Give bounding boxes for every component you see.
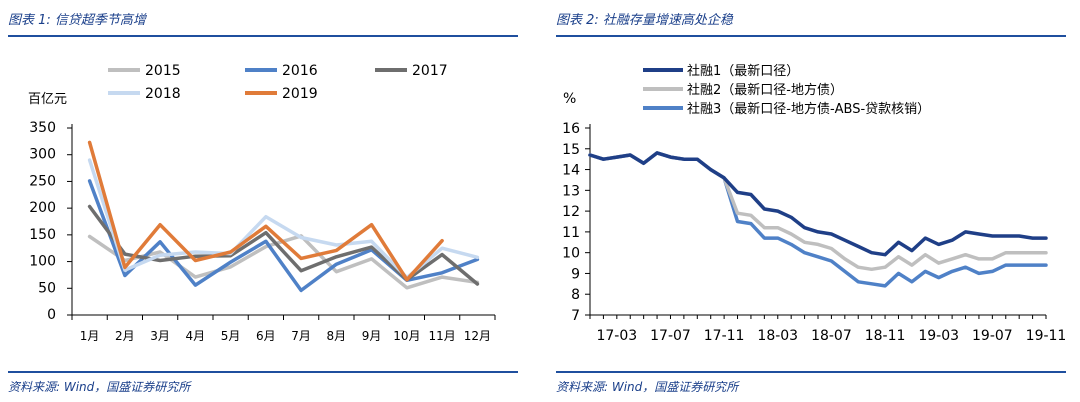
y-tick-label: 0 [47,307,56,323]
source-note: 资料来源: Wind，国盛证券研究所 [8,380,191,394]
x-tick-label: 19-03 [918,328,959,344]
legend-label-社融2（最新口径-地方债）: 社融2（最新口径-地方债） [687,82,843,98]
y-tick-label: 200 [29,200,56,216]
x-tick-label: 9月 [362,329,382,343]
y-tick-label: 14 [562,163,580,179]
y-tick-label: 12 [562,204,580,220]
y-tick-label: 11 [562,225,580,241]
y-tick-label: 10 [562,246,580,262]
series-line-2019 [87,140,444,282]
x-tick-label: 1月 [80,329,100,343]
title-rule [8,35,518,37]
x-tick-label: 3月 [150,329,170,343]
chart-title: 图表 1: 信贷超季节高增 [8,13,146,28]
y-tick-label: 8 [571,287,580,303]
y-tick-label: 350 [29,120,56,136]
legend-label-2016: 2016 [282,63,318,79]
series-line-社融3（最新口径-地方债-ABS-贷款核销） [588,151,1048,288]
y-tick-label: 13 [562,183,580,199]
series-line-2018 [87,158,480,280]
x-tick-label: 18-11 [865,328,906,344]
y-tick-label: 150 [29,227,56,243]
social-financing-line-chart: % 7 8 9 10 11 12 13 14 15 16 17-03 17-07 17-11 18-03 18… [562,63,1067,344]
x-tick-label: 19-07 [972,328,1013,344]
x-tick-label: 5月 [221,329,241,343]
chart-title: 图表 2: 社融存量增速高处企稳 [556,13,733,28]
y-tick-label: 250 [29,173,56,189]
x-tick-label: 8月 [327,329,347,343]
source-rule [8,371,518,373]
y-tick-label: 9 [571,266,580,282]
x-tick-label: 4月 [186,329,206,343]
x-tick-label: 18-07 [811,328,852,344]
x-tick-label: 18-03 [757,328,798,344]
legend-label-社融1（最新口径）: 社融1（最新口径） [687,63,799,79]
legend-label-2017: 2017 [412,63,448,79]
y-tick-label: 50 [38,280,56,296]
series-line-2016 [87,179,480,293]
chart-panel-left: 图表 1: 信贷超季节高增 百亿元 0 50 100 150 200 250 300 350 1月… [0,0,532,402]
title-rule [556,35,1066,37]
y-tick-label: 7 [571,308,580,324]
x-tick-label: 17-11 [704,328,745,344]
x-tick-label: 11月 [428,329,455,343]
x-tick-label: 2月 [115,329,135,343]
legend-label-2019: 2019 [282,86,318,102]
legend-label-2015: 2015 [145,63,181,79]
x-tick-label: 12月 [464,329,491,343]
x-tick-label: 17-07 [650,328,691,344]
source-note: 资料来源: Wind，国盛证券研究所 [556,380,739,394]
x-tick-label: 19-11 [1026,328,1067,344]
y-tick-label: 300 [29,147,56,163]
legend-label-2018: 2018 [145,86,181,102]
credit-line-chart: 百亿元 0 50 100 150 200 250 300 350 1月 2月 3月 4月 5月 6月 7月 8月… [28,63,496,343]
x-tick-label: 10月 [393,329,420,343]
x-tick-label: 6月 [256,329,276,343]
source-rule [556,371,1066,373]
series-line-社融1（最新口径） [588,151,1048,257]
series-line-社融2（最新口径-地方债） [588,151,1048,272]
x-tick-label: 7月 [291,329,311,343]
y-axis-unit-label: % [563,91,576,107]
y-tick-label: 15 [562,142,580,158]
x-tick-label: 17-03 [596,328,637,344]
chart-panel-right: 图表 2: 社融存量增速高处企稳 % 7 8 9 10 11 12 13 14 15 16 17-03… [548,0,1080,402]
y-axis-unit-label: 百亿元 [28,92,67,107]
legend-label-社融3（最新口径-地方债-ABS-贷款核销）: 社融3（最新口径-地方债-ABS-贷款核销） [687,101,930,117]
y-tick-label: 16 [562,121,580,137]
series-line-2017 [87,204,480,286]
y-tick-label: 100 [29,254,56,270]
